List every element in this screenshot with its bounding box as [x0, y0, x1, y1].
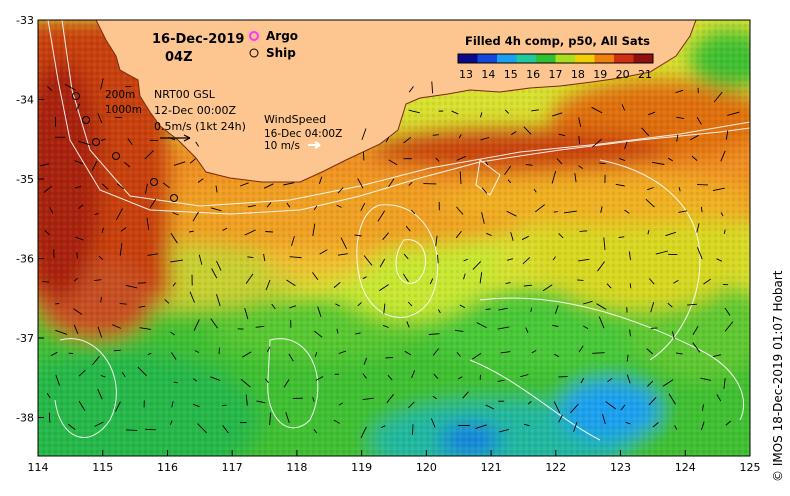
current-vector [433, 135, 439, 136]
lon-tick-label: 125 [740, 461, 761, 474]
colorbar-title: Filled 4h comp, p50, All Sats [465, 34, 650, 48]
colorbar-swatch [595, 54, 615, 63]
current-vector [592, 353, 604, 354]
current-vector [126, 430, 137, 431]
currents-source: NRT00 GSL [154, 88, 216, 101]
lat-tick-label: -35 [16, 173, 34, 186]
colorbar-tick-label: 16 [526, 68, 540, 81]
wind-scale: 10 m/s [264, 140, 300, 152]
lon-tick-label: 115 [92, 461, 113, 474]
current-vector [580, 231, 588, 232]
current-vector [701, 207, 702, 212]
colorbar-swatch [614, 54, 634, 63]
lon-tick-label: 124 [675, 461, 696, 474]
lon-tick-label: 117 [222, 461, 243, 474]
lat-tick-label: -37 [16, 332, 34, 345]
current-vector [138, 283, 146, 284]
map-time: 04Z [165, 50, 193, 65]
current-vector [577, 280, 583, 281]
colorbar-swatch [634, 54, 654, 63]
legend-argo-label: Argo [266, 29, 298, 43]
current-vector [651, 328, 658, 329]
wind-time: 16-Dec 04:00Z [264, 128, 342, 140]
credit-text: © IMOS 18-Dec-2019 01:07 Hobart [771, 270, 785, 482]
current-vector [114, 350, 121, 351]
currents-time: 12-Dec 00:00Z [154, 104, 236, 117]
currents-scale: 0.5m/s (1kt 24h) [154, 120, 246, 133]
current-vector [145, 429, 156, 430]
colorbar-tick-label: 18 [571, 68, 585, 81]
colorbar: 13 14 15 16 17 18 19 20 21 [458, 54, 654, 81]
colorbar-tick-label: 17 [549, 68, 563, 81]
colorbar-swatch [478, 54, 498, 63]
lon-tick-label: 122 [545, 461, 566, 474]
isobath-200m-label: 200m [105, 89, 135, 101]
lon-tick-label: 119 [351, 461, 372, 474]
colorbar-swatch [497, 54, 517, 63]
wind-title: WindSpeed [264, 113, 326, 126]
current-vector [486, 309, 491, 310]
lon-tick-label: 123 [610, 461, 631, 474]
colorbar-tick-label: 14 [481, 68, 495, 81]
lon-tick-label: 120 [416, 461, 437, 474]
current-vector [54, 249, 55, 258]
colorbar-tick-label: 19 [593, 68, 607, 81]
legend-ship-label: Ship [266, 46, 296, 60]
lat-tick-label: -38 [16, 412, 34, 425]
colorbar-swatch [517, 54, 537, 63]
current-vector [42, 282, 49, 283]
current-vector [219, 348, 220, 354]
colorbar-tick-label: 15 [504, 68, 518, 81]
current-vector [413, 424, 414, 435]
lat-tick-label: -34 [16, 94, 34, 107]
lat-tick-label: -33 [16, 14, 34, 27]
colorbar-tick-label: 21 [638, 68, 652, 81]
lat-tick-label: -36 [16, 253, 34, 266]
colorbar-swatch [575, 54, 595, 63]
current-vector [630, 283, 631, 288]
isobath-1000m-label: 1000m [105, 104, 142, 116]
current-vector [265, 232, 273, 233]
current-vector [77, 252, 78, 258]
current-vector [49, 413, 50, 423]
lon-tick-label: 118 [286, 461, 307, 474]
current-vector [554, 212, 558, 213]
colorbar-tick-label: 13 [459, 68, 473, 81]
map-date: 16-Dec-2019 [152, 32, 244, 47]
current-vector [599, 163, 605, 164]
lon-tick-label: 116 [157, 461, 178, 474]
lon-tick-label: 121 [481, 461, 502, 474]
colorbar-swatch [458, 54, 478, 63]
lon-tick-label: 114 [28, 461, 49, 474]
colorbar-tick-label: 20 [616, 68, 630, 81]
colorbar-swatch [556, 54, 576, 63]
colorbar-swatch [536, 54, 556, 63]
